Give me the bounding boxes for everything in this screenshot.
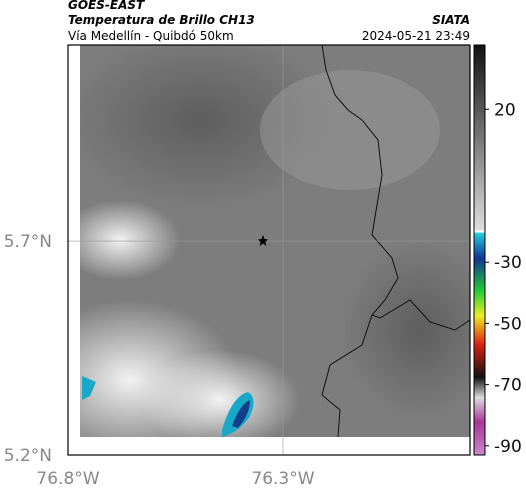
satellite-image bbox=[80, 45, 470, 437]
y-tick-label: 5.2°N bbox=[4, 446, 52, 466]
brand: SIATA bbox=[432, 13, 470, 27]
source: GOES-EAST bbox=[68, 0, 145, 12]
colorbar-tick-label: -30 bbox=[494, 253, 522, 273]
colorbar-tick-label: -50 bbox=[494, 314, 522, 334]
x-tick-label: 76.8°W bbox=[36, 469, 99, 489]
region: Vía Medellín - Quibdó 50km bbox=[68, 29, 234, 43]
timestamp: 2024-05-21 23:49 bbox=[362, 29, 470, 43]
colorbar-tick-label: 20 bbox=[494, 100, 516, 120]
colorbar-tick-label: -70 bbox=[494, 376, 522, 396]
location-marker bbox=[258, 235, 268, 246]
y-tick-label: 5.7°N bbox=[4, 232, 52, 252]
colorbar bbox=[473, 44, 486, 456]
colorbar-tick-label: -90 bbox=[494, 437, 522, 457]
product: Temperatura de Brillo CH13 bbox=[68, 13, 255, 27]
map-frame bbox=[67, 44, 471, 456]
x-tick-label: 76.3°W bbox=[251, 469, 314, 489]
